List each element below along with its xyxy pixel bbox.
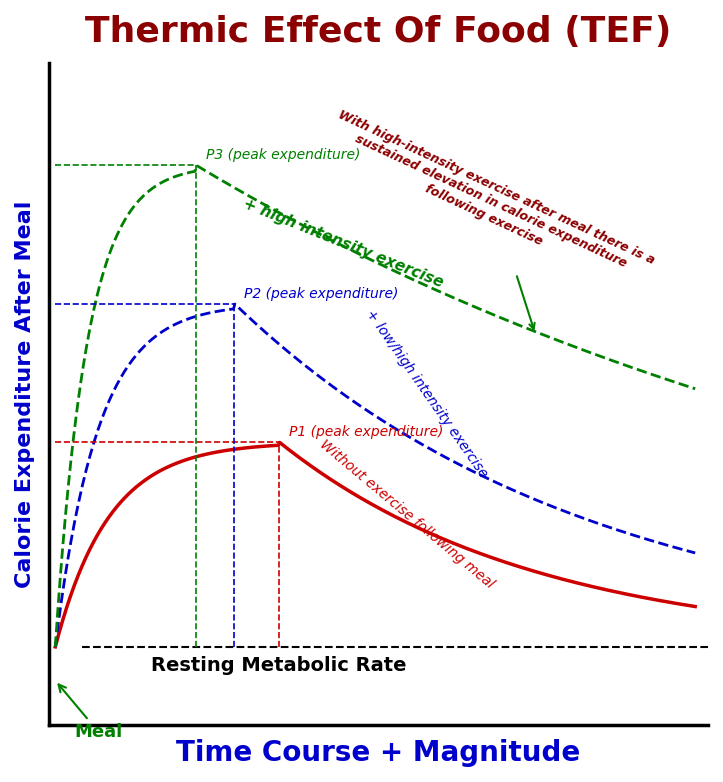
Text: Resting Metabolic Rate: Resting Metabolic Rate [151,656,407,675]
Text: + high intensity exercise: + high intensity exercise [241,196,445,291]
Text: Without exercise following meal: Without exercise following meal [317,437,497,591]
Text: P2 (peak expenditure): P2 (peak expenditure) [244,287,398,300]
Text: With high-intensity exercise after meal there is a
sustained elevation in calori: With high-intensity exercise after meal … [324,109,657,294]
Text: P1 (peak expenditure): P1 (peak expenditure) [289,425,443,439]
Text: P3 (peak expenditure): P3 (peak expenditure) [205,148,360,162]
Title: Thermic Effect Of Food (TEF): Thermic Effect Of Food (TEF) [85,15,672,49]
X-axis label: Time Course + Magnitude: Time Course + Magnitude [176,739,581,767]
Text: + low/high intensity exercise: + low/high intensity exercise [363,307,490,481]
Text: Meal: Meal [59,684,123,741]
Y-axis label: Calorie Expenditure After Meal: Calorie Expenditure After Meal [15,200,35,587]
